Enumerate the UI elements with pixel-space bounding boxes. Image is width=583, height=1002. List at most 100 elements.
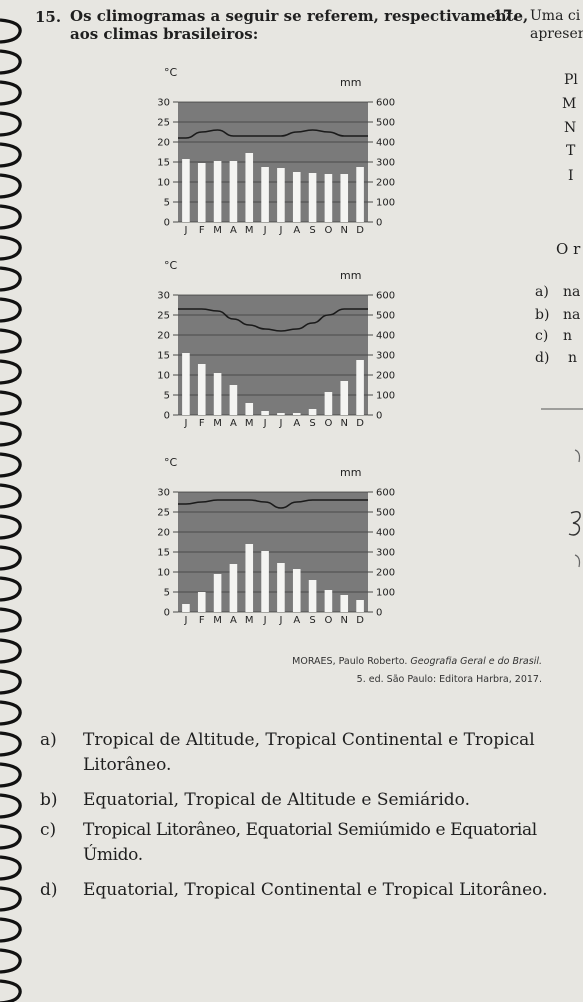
precip-bar bbox=[324, 174, 333, 222]
precip-bar bbox=[261, 167, 269, 222]
precip-tick-label: 300 bbox=[376, 548, 395, 559]
answer-option-d[interactable]: d) Equatorial, Tropical Continental e Tr… bbox=[40, 878, 580, 903]
temp-tick-label: 25 bbox=[157, 118, 170, 129]
precip-bar bbox=[308, 173, 317, 222]
month-label: J bbox=[183, 615, 187, 626]
spiral-ring bbox=[0, 762, 22, 788]
spiral-ring bbox=[0, 18, 22, 44]
month-label: A bbox=[230, 225, 237, 236]
spiral-ring bbox=[0, 328, 22, 354]
q17-option-c-text: n bbox=[563, 328, 573, 344]
q17-option-d-letter: d) bbox=[535, 350, 550, 366]
precip-tick-label: 200 bbox=[376, 178, 395, 189]
month-label: J bbox=[278, 418, 282, 429]
precip-bar bbox=[229, 564, 238, 612]
precip-bar bbox=[292, 172, 301, 222]
answer-b-text: Equatorial, Tropical de Altitude e Semiá… bbox=[83, 790, 471, 810]
month-label: M bbox=[213, 418, 222, 429]
month-label: J bbox=[278, 225, 282, 236]
temp-tick-label: 30 bbox=[157, 488, 170, 499]
month-label: J bbox=[183, 225, 187, 236]
q17-option-b-letter: b) bbox=[535, 307, 550, 323]
precip-tick-label: 600 bbox=[376, 488, 395, 499]
spiral-ring bbox=[0, 669, 22, 695]
question-17-text-line2: apreser bbox=[530, 26, 583, 42]
spiral-ring bbox=[0, 266, 22, 292]
month-label: O bbox=[324, 225, 332, 236]
temp-tick-label: 10 bbox=[157, 568, 170, 579]
spiral-ring bbox=[0, 731, 22, 757]
spiral-ring bbox=[0, 173, 22, 199]
spiral-ring bbox=[0, 359, 22, 385]
question-17-number: 17. bbox=[493, 8, 518, 24]
q17-option-c-letter: c) bbox=[535, 328, 549, 344]
precip-tick-label: 400 bbox=[376, 528, 395, 539]
month-label: M bbox=[245, 615, 254, 626]
answer-a-text: Tropical de Altitude, Tropical Continent… bbox=[83, 730, 535, 775]
precip-unit-label: mm bbox=[340, 76, 361, 89]
temp-tick-label: 30 bbox=[157, 291, 170, 302]
month-label: M bbox=[245, 225, 254, 236]
precip-bar bbox=[308, 409, 317, 415]
q17-fragment-1: Pl bbox=[564, 72, 578, 88]
precip-bar bbox=[356, 360, 364, 415]
precip-unit-label: mm bbox=[340, 466, 361, 479]
precip-bar bbox=[229, 161, 238, 222]
temp-tick-label: 15 bbox=[157, 158, 170, 169]
precip-bar bbox=[261, 551, 269, 612]
month-label: M bbox=[213, 225, 222, 236]
temp-unit-label: °C bbox=[164, 66, 178, 79]
spiral-ring bbox=[0, 80, 22, 106]
spiral-ring bbox=[0, 917, 22, 943]
answer-c-text: Tropical Litorâneo, Equatorial Semiúmido… bbox=[83, 820, 537, 865]
answer-option-b[interactable]: b) Equatorial, Tropical de Altitude e Se… bbox=[40, 788, 580, 813]
precip-bar bbox=[213, 574, 222, 612]
month-label: A bbox=[230, 418, 237, 429]
precip-bar bbox=[308, 580, 317, 612]
temp-tick-label: 0 bbox=[164, 608, 170, 619]
month-label: O bbox=[324, 615, 332, 626]
precip-bar bbox=[277, 413, 285, 415]
handwritten-marks bbox=[541, 408, 583, 568]
precip-bar bbox=[197, 364, 206, 415]
answer-b-letter: b) bbox=[40, 790, 58, 810]
month-label: J bbox=[183, 418, 187, 429]
precip-bar bbox=[182, 353, 190, 415]
q17-fragment-2: M bbox=[562, 96, 577, 112]
precip-bar bbox=[356, 167, 364, 222]
answer-option-c[interactable]: c) Tropical Litorâneo, Equatorial Semiúm… bbox=[40, 818, 580, 868]
precip-bar bbox=[324, 590, 333, 612]
spiral-ring bbox=[0, 638, 22, 664]
temp-tick-label: 25 bbox=[157, 311, 170, 322]
precip-bar bbox=[277, 168, 285, 222]
precip-tick-label: 300 bbox=[376, 158, 395, 169]
precip-tick-label: 500 bbox=[376, 311, 395, 322]
spiral-ring bbox=[0, 855, 22, 881]
answer-option-a[interactable]: a) Tropical de Altitude, Tropical Contin… bbox=[40, 728, 580, 778]
spiral-ring bbox=[0, 948, 22, 974]
precip-bar bbox=[340, 381, 349, 415]
answer-d-text: Equatorial, Tropical Continental e Tropi… bbox=[83, 880, 548, 900]
month-label: J bbox=[278, 615, 282, 626]
month-label: A bbox=[230, 615, 237, 626]
precip-bar bbox=[245, 544, 254, 612]
spiral-binding bbox=[0, 18, 22, 1002]
month-label: F bbox=[199, 615, 205, 626]
month-label: D bbox=[356, 615, 364, 626]
q17-option-b-text: na bbox=[563, 307, 581, 323]
precip-bar bbox=[340, 174, 349, 222]
temperature-line bbox=[177, 129, 368, 139]
q17-fragment-3: N bbox=[564, 120, 577, 136]
month-label: F bbox=[199, 225, 205, 236]
month-label: S bbox=[309, 418, 315, 429]
temp-tick-label: 15 bbox=[157, 351, 170, 362]
spiral-ring bbox=[0, 824, 22, 850]
temp-unit-label: °C bbox=[164, 456, 178, 469]
q17-option-a-text: na bbox=[563, 284, 581, 300]
question-17-text-line1: Uma ci bbox=[530, 8, 581, 24]
temp-tick-label: 15 bbox=[157, 548, 170, 559]
precip-tick-label: 100 bbox=[376, 391, 395, 402]
precip-bar bbox=[292, 569, 301, 612]
